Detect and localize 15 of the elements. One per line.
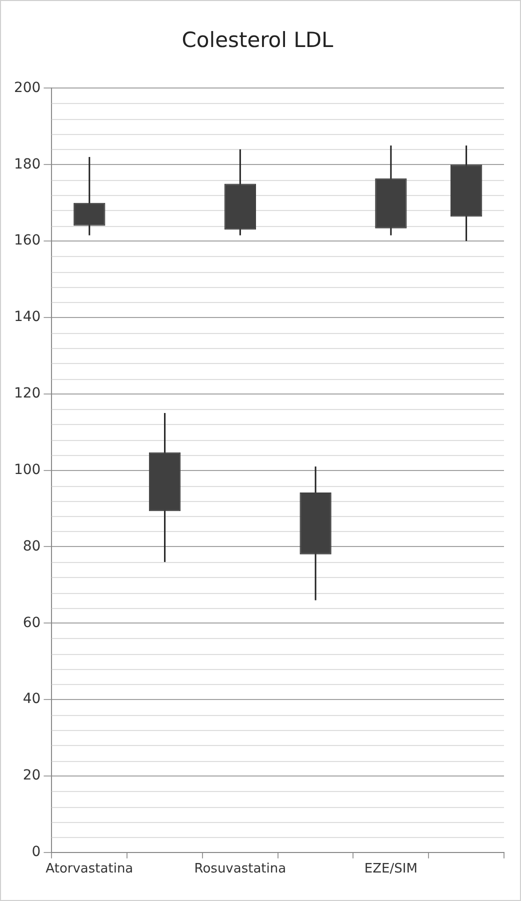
y-tick-label: 140 xyxy=(14,309,41,326)
y-tick-label: 60 xyxy=(22,614,41,631)
y-tick-label: 0 xyxy=(32,844,41,860)
y-tick-label: 120 xyxy=(14,386,41,402)
y-tick-label: 160 xyxy=(14,232,41,249)
chart-title: Colesterol LDL xyxy=(182,28,334,52)
y-tick-label: 100 xyxy=(14,462,41,478)
x-tick-label: Atorvastatina xyxy=(46,862,134,877)
x-tick-label: Rosuvastatina xyxy=(194,862,286,877)
y-tick-label: 180 xyxy=(14,156,41,172)
x-tick-label: EZE/SIM xyxy=(364,862,418,877)
y-tick-label: 40 xyxy=(22,691,41,708)
y-tick-label: 20 xyxy=(22,768,41,784)
y-tick-label: 80 xyxy=(22,538,41,554)
y-tick-label: 200 xyxy=(14,80,41,96)
